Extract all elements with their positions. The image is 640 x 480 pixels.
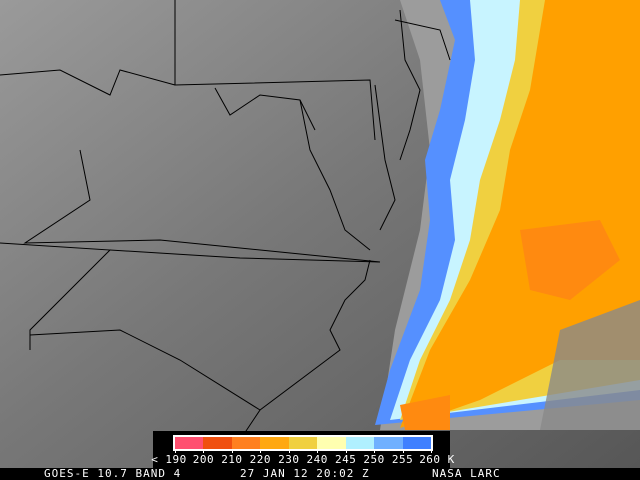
- legend-swatch: [175, 437, 204, 449]
- credit-label: NASA LARC: [432, 467, 501, 480]
- legend-swatch: [317, 437, 346, 449]
- legend-swatch: [288, 437, 318, 449]
- legend-label: 245: [334, 453, 357, 466]
- legend-swatch: [345, 437, 375, 449]
- legend-swatch: [402, 437, 431, 449]
- legend-tick: [203, 449, 205, 453]
- legend-label: 260 K: [419, 453, 455, 466]
- image-datetime: 27 JAN 12 20:02 Z: [240, 467, 370, 480]
- legend-swatch: [260, 437, 289, 449]
- legend-tick: [231, 449, 233, 453]
- colder-cloud-patch-2: [400, 395, 450, 430]
- legend-label: 220: [249, 453, 272, 466]
- legend-tick: [402, 449, 404, 453]
- legend-tick: [431, 449, 432, 453]
- cloud-breakup-east: [540, 300, 640, 430]
- legend-ticks: < 190 200 210 220 230 240 245 250 255 260 K: [151, 449, 454, 467]
- legend-tick: [345, 449, 347, 453]
- colder-cloud-patch: [520, 220, 620, 300]
- legend-label: 250: [363, 453, 385, 466]
- legend-tick: [260, 449, 262, 453]
- legend-tick: [175, 449, 176, 453]
- caption-bar: GOES-E 10.7 BAND 4 27 JAN 12 20:02 Z NAS…: [0, 468, 640, 480]
- legend-tick: [288, 449, 290, 453]
- satellite-band-label: GOES-E 10.7 BAND 4: [44, 467, 182, 480]
- legend-label: 230: [278, 453, 300, 466]
- legend-label: 200: [192, 453, 215, 466]
- temperature-legend: < 190 200 210 220 230 240 245 250 255 260 K: [151, 431, 454, 468]
- legend-swatch: [374, 437, 403, 449]
- color-scale-bar: [173, 435, 433, 451]
- legend-label: < 190: [151, 453, 187, 466]
- legend-label: 210: [221, 453, 243, 466]
- legend-swatch: [231, 437, 261, 449]
- legend-swatch: [203, 437, 232, 449]
- legend-tick: [374, 449, 376, 453]
- cold-cloud-orange: [400, 0, 640, 428]
- legend-label: 255: [391, 453, 414, 466]
- legend-label: 240: [306, 453, 328, 466]
- legend-tick: [317, 449, 319, 453]
- state-borders: [0, 0, 451, 441]
